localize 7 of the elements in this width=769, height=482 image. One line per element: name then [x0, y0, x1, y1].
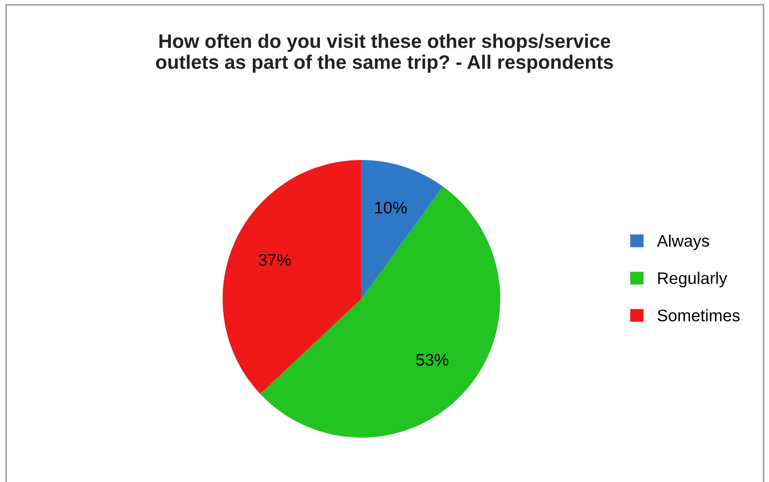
legend-label: Regularly	[658, 272, 728, 288]
chart-title: How often do you visit these other shops/service outlets as part of the same trip? - All respondents	[156, 34, 613, 73]
data-label: 10%	[375, 202, 407, 214]
data-label: 53%	[416, 354, 448, 366]
legend-label: Sometimes	[658, 309, 740, 322]
legend-label: Always	[656, 234, 710, 250]
data-label: 37%	[258, 254, 291, 266]
